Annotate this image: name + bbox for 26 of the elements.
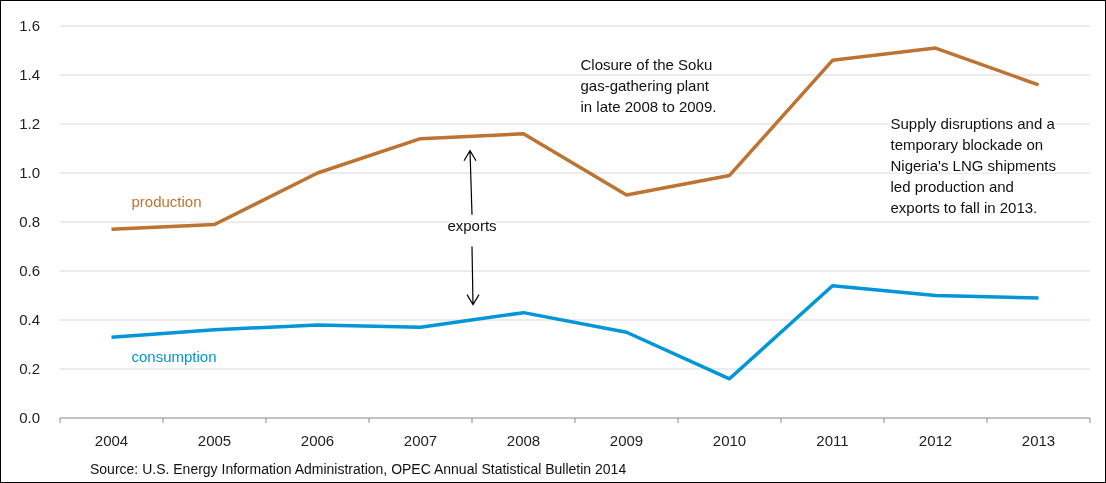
x-tick-label: 2013 bbox=[1021, 432, 1056, 449]
x-tick-label: 2012 bbox=[918, 432, 953, 449]
y-tick-label: 1.4 bbox=[19, 66, 40, 84]
line-series bbox=[109, 283, 1041, 381]
x-tick-label: 2011 bbox=[816, 432, 849, 449]
x-tick-label: 2005 bbox=[197, 432, 232, 449]
y-tick-label: 1.0 bbox=[19, 164, 40, 182]
y-tick-label: 0.8 bbox=[19, 213, 40, 231]
annotation: Supply disruptions and a temporary blockade on Nigeria's LNG shipments led production and exports to fall in 2013. bbox=[890, 114, 1056, 216]
y-tick-label: 1.2 bbox=[19, 115, 40, 133]
y-tick-label: 0.2 bbox=[19, 360, 40, 378]
x-tick-label: 2006 bbox=[300, 432, 335, 449]
x-tick-label: 2007 bbox=[403, 432, 438, 449]
x-tick-label: 2009 bbox=[609, 432, 644, 449]
x-tick-label: 2010 bbox=[712, 432, 747, 449]
y-tick-label: 0.6 bbox=[19, 262, 40, 280]
series-label: production bbox=[131, 193, 202, 211]
series-label: consumption bbox=[131, 348, 217, 366]
y-tick-label: 0.4 bbox=[19, 311, 40, 329]
annotation: Closure of the Soku gas-gathering plant in late 2008 to 2009. bbox=[580, 56, 717, 116]
y-tick-label: 0.0 bbox=[19, 409, 40, 427]
x-tick-label: 2008 bbox=[506, 432, 541, 449]
y-tick-label: 1.6 bbox=[19, 17, 40, 35]
source-note: Source: U.S. Energy Information Administration, OPEC Annual Statistical Bulletin 2014 bbox=[90, 461, 627, 477]
x-tick-label: 2004 bbox=[94, 432, 129, 449]
annotation: exports bbox=[447, 216, 497, 234]
